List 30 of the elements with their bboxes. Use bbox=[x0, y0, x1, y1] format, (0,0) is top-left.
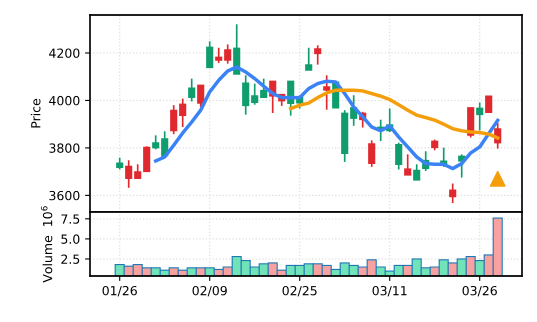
candlestick bbox=[485, 96, 492, 113]
y-tick-label: 2.5 bbox=[61, 254, 80, 264]
candlestick bbox=[413, 163, 420, 182]
candlestick bbox=[404, 153, 412, 176]
candlestick bbox=[323, 74, 330, 111]
y-axis-title: Price bbox=[30, 98, 40, 128]
y-tick-label: 5.0 bbox=[61, 234, 80, 244]
candlestick bbox=[197, 84, 204, 108]
candlestick bbox=[314, 44, 322, 66]
candlestick bbox=[188, 78, 196, 102]
y-tick-label: 7.5 bbox=[61, 214, 80, 224]
y-tick-label: 3800 bbox=[49, 143, 80, 153]
x-tick-label: 02/09 bbox=[192, 286, 227, 296]
y-tick-label: 4200 bbox=[49, 48, 80, 58]
x-tick-label: 03/11 bbox=[372, 286, 407, 296]
candlestick bbox=[476, 102, 484, 132]
candlestick bbox=[395, 142, 402, 170]
y-tick-label: 3600 bbox=[49, 190, 80, 200]
candlestick bbox=[305, 46, 312, 72]
x-tick-label: 02/25 bbox=[282, 286, 317, 296]
candlestick bbox=[368, 139, 376, 168]
candlestick bbox=[431, 138, 438, 152]
y-tick-label: 4000 bbox=[49, 96, 80, 106]
x-tick-label: 01/26 bbox=[102, 286, 137, 296]
candlestick bbox=[206, 40, 214, 69]
line-series bbox=[154, 65, 500, 170]
x-tick-label: 03/26 bbox=[462, 286, 497, 296]
y-axis-title: Volume 10$^{6}$ bbox=[40, 206, 52, 283]
candlestick bbox=[116, 156, 124, 170]
candlestick bbox=[449, 182, 456, 204]
